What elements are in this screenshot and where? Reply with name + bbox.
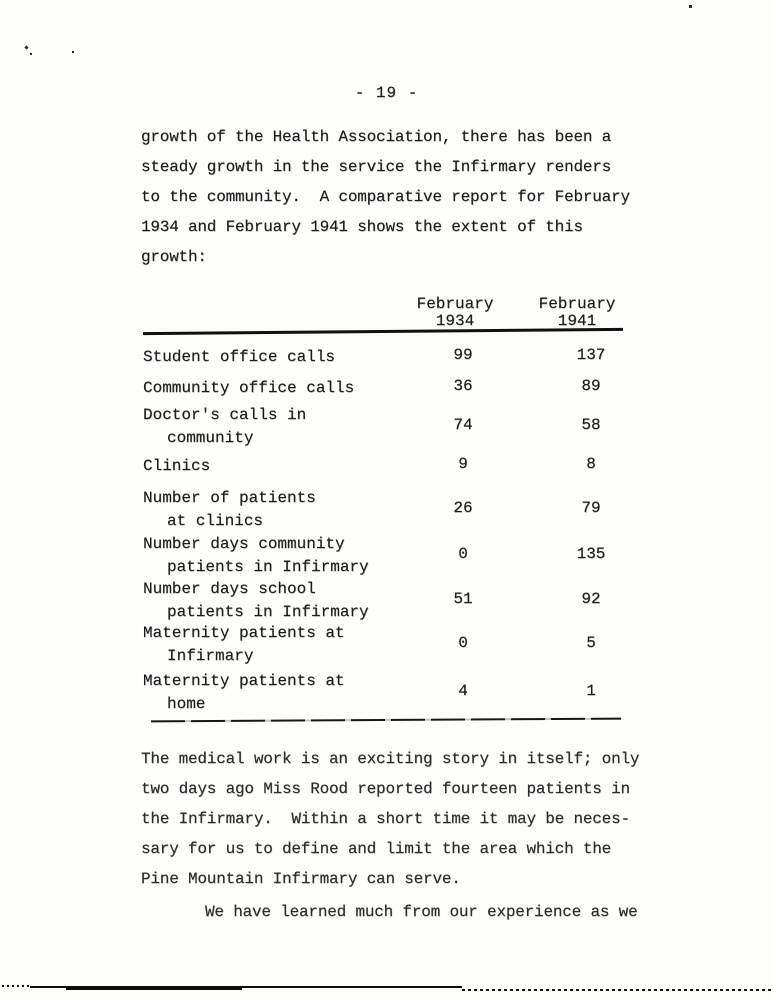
- text-line: Maternity patients at: [143, 672, 345, 690]
- table-top-rule: [142, 327, 624, 336]
- scan-edge-line: [66, 987, 242, 990]
- value-feb-1941: 89: [581, 377, 601, 395]
- scan-artifact: [24, 45, 29, 50]
- table-bottom-rule: [150, 717, 622, 723]
- value-feb-1941: 135: [576, 545, 606, 563]
- row-label: Student office calls: [143, 346, 393, 369]
- row-label: Clinics: [143, 455, 393, 478]
- text-line: Number days community: [143, 535, 345, 553]
- value-feb-1934: 36: [453, 377, 473, 395]
- value-feb-1941: 79: [581, 499, 601, 517]
- value-feb-1934: 4: [458, 682, 468, 700]
- scan-edge-line: [30, 986, 462, 988]
- value-feb-1934: 0: [458, 545, 468, 563]
- row-label: Number days school patients in Infirmary: [143, 578, 393, 624]
- value-feb-1941: 5: [586, 634, 596, 652]
- row-label: Maternity patients at Infirmary: [143, 622, 393, 668]
- value-feb-1934: 0: [458, 634, 468, 652]
- value-feb-1934: 99: [453, 346, 473, 364]
- text-line: Infirmary: [167, 647, 254, 665]
- page-number: - 19 -: [354, 84, 419, 102]
- row-label: Number of patients at clinics: [143, 487, 393, 533]
- text-line: Number of patients: [143, 489, 316, 507]
- text-line: two days ago Miss Rood reported fourteen…: [141, 780, 630, 798]
- text-line: steady growth in the service the Infirma…: [141, 158, 612, 176]
- value-feb-1941: 8: [586, 455, 596, 473]
- scan-artifact: [30, 53, 32, 55]
- row-label: Maternity patients at home: [143, 670, 393, 716]
- text-line: Number days school: [143, 580, 316, 598]
- comparison-table: February 1934 February 1941 Student offi…: [142, 290, 624, 730]
- value-feb-1934: 51: [453, 590, 473, 608]
- text-line: Community office calls: [143, 379, 355, 397]
- text-line: home: [167, 695, 206, 713]
- row-label: Number days community patients in Infirma…: [143, 533, 393, 579]
- row-label: Doctor's calls in community: [143, 404, 393, 450]
- text-line: community: [167, 429, 254, 447]
- column-header-feb-1941: February 1941: [538, 295, 616, 330]
- value-feb-1941: 1: [586, 682, 596, 700]
- text-line: the Infirmary. Within a short time it ma…: [141, 810, 630, 828]
- scan-artifact: [689, 5, 692, 8]
- text-line: The medical work is an exciting story in…: [141, 750, 640, 768]
- closing-line: We have learned much from our experience…: [205, 903, 638, 921]
- body-paragraph: The medical work is an exciting story in…: [141, 744, 639, 894]
- text-line: Pine Mountain Infirmary can serve.: [141, 870, 461, 888]
- text-line: Maternity patients at: [143, 624, 345, 642]
- text-line: to the community. A comparative report f…: [141, 188, 630, 206]
- value-feb-1941: 92: [581, 590, 601, 608]
- value-feb-1934: 74: [453, 416, 473, 434]
- value-feb-1934: 26: [453, 499, 473, 517]
- scan-artifact: [72, 51, 74, 53]
- text-line: Clinics: [143, 457, 211, 475]
- row-label: Community office calls: [143, 377, 393, 400]
- text-line: patients in Infirmary: [167, 603, 369, 621]
- value-feb-1934: 9: [458, 455, 468, 473]
- text-line: growth:: [141, 248, 207, 266]
- value-feb-1941: 58: [581, 416, 601, 434]
- text-line: Student office calls: [143, 348, 336, 366]
- scan-edge-line: [462, 989, 773, 991]
- value-feb-1941: 137: [576, 346, 606, 364]
- text-line: 1934 and February 1941 shows the extent …: [141, 218, 583, 236]
- text-line: at clinics: [167, 512, 264, 530]
- column-header-feb-1934: February 1934: [416, 295, 494, 330]
- text-line: growth of the Health Association, there …: [141, 128, 612, 146]
- text-line: sary for us to define and limit the area…: [141, 840, 612, 858]
- text-line: patients in Infirmary: [167, 558, 369, 576]
- text-line: Doctor's calls in: [143, 406, 307, 424]
- scan-edge-line: [2, 985, 32, 987]
- intro-paragraph: growth of the Health Association, there …: [141, 122, 630, 272]
